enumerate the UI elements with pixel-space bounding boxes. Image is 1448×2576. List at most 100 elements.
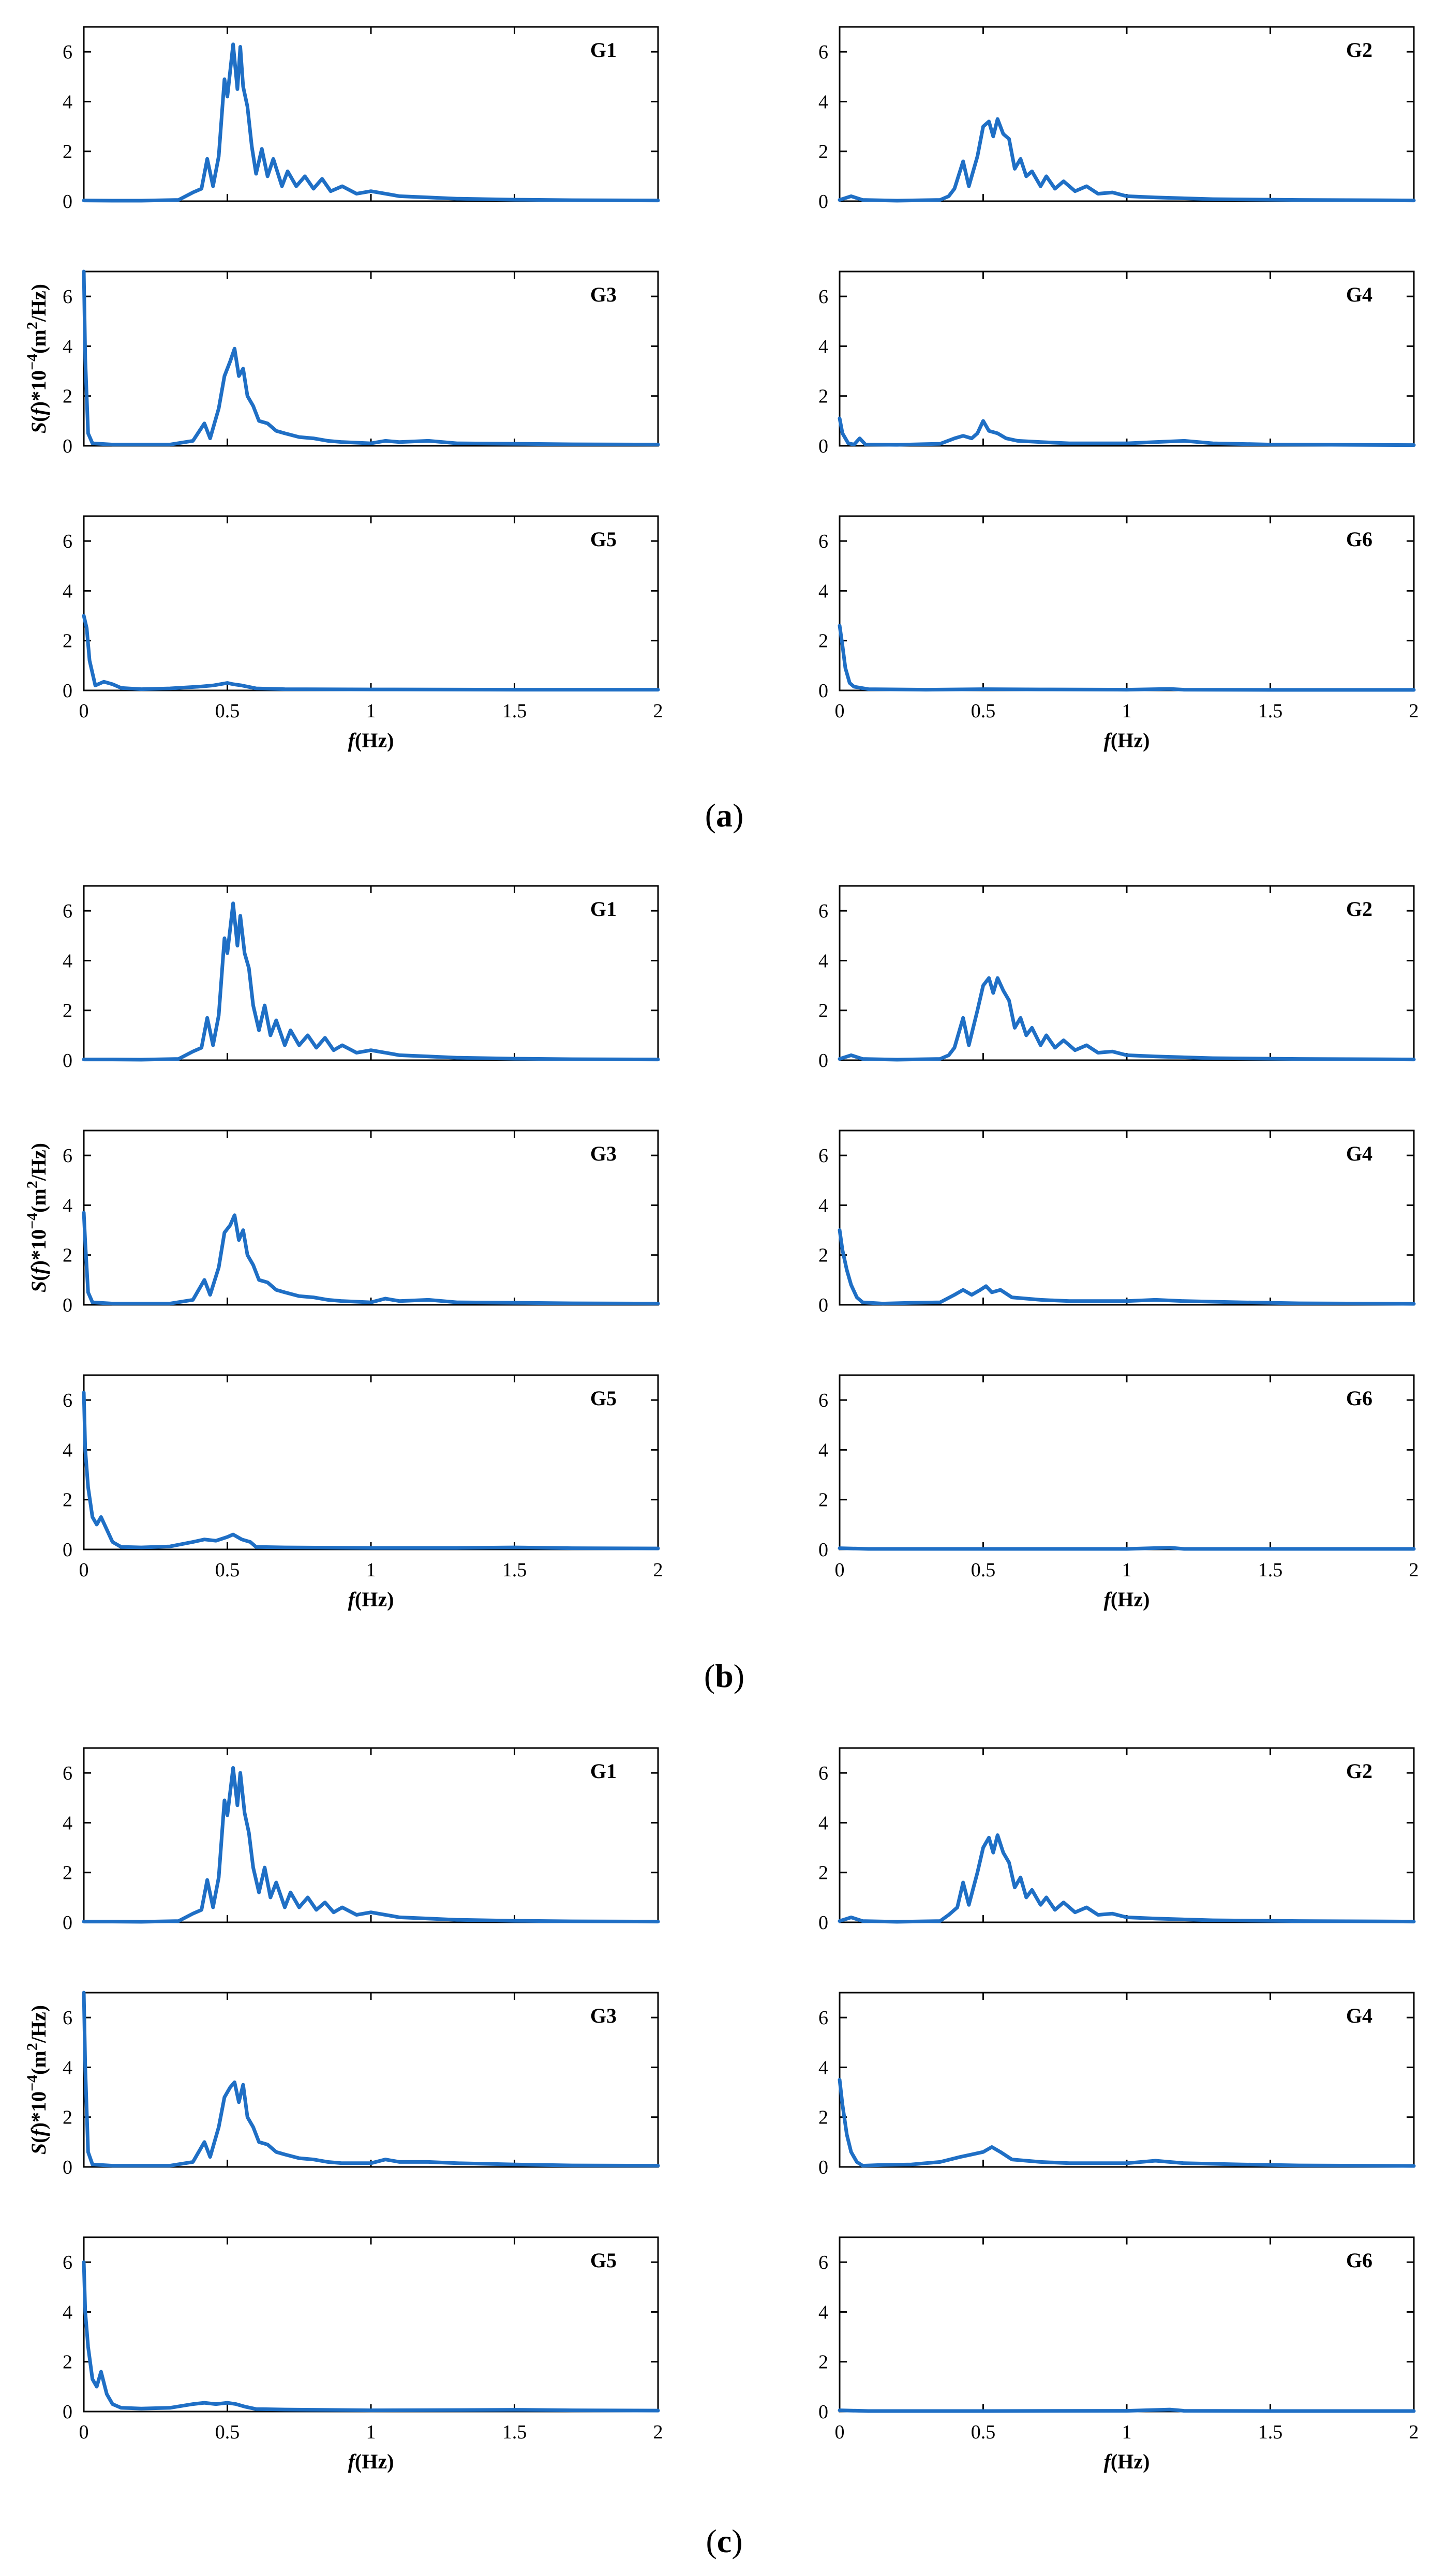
x-tick-label: 0.5: [215, 2421, 240, 2443]
y-tick-label: 6: [63, 1145, 72, 1167]
y-label-exp: −4: [24, 1213, 41, 1229]
y-label-paren: (: [27, 1274, 50, 1281]
axes-box: [839, 270, 1415, 447]
y-tick-label: 4: [818, 336, 828, 357]
y-label-sup: 2: [24, 1181, 41, 1188]
axes-box: [839, 26, 1415, 202]
y-label-mult: *10: [27, 370, 50, 401]
y-tick-label: 4: [818, 580, 828, 602]
y-tick-label: 2: [818, 2107, 828, 2129]
x-label-unit: (Hz): [1111, 729, 1150, 752]
panel-c-g5: 0 2 4 6 0 0.5 1 1.5 2 G5 f(Hz): [63, 2236, 663, 2473]
y-tick-label: 0: [63, 1294, 72, 1316]
y-axis-label: S(f)*10−4(m2/Hz): [24, 2005, 50, 2155]
panel-label: G5: [590, 528, 617, 551]
caption-paren: (: [705, 797, 716, 834]
y-label-paren: ): [27, 1260, 50, 1267]
x-tick-label: 0: [79, 700, 89, 722]
y-label-unit: (m: [27, 2051, 50, 2075]
y-label-exp: −4: [24, 354, 41, 370]
y-label-sup: 2: [24, 2043, 41, 2051]
panel-b-g5: 0 2 4 6 0 0.5 1 1.5 2 G5 f(Hz): [63, 1374, 663, 1611]
x-tick-label: 1.5: [502, 700, 527, 722]
y-tick-label: 2: [818, 1862, 828, 1884]
y-tick-label: 4: [818, 2057, 828, 2078]
y-tick-label: 2: [63, 630, 72, 652]
caption-paren: ): [733, 797, 743, 834]
panel-label: G2: [1346, 897, 1372, 921]
y-tick-label: 4: [63, 2301, 72, 2323]
psd-line-g2: [838, 976, 1416, 1062]
x-tick-label: 0.5: [971, 700, 996, 722]
y-tick-label: 2: [63, 1862, 72, 1884]
x-tick-label: 1: [366, 1559, 376, 1581]
x-axis-label: f(Hz): [348, 729, 394, 752]
y-tick-label: 6: [63, 2252, 72, 2273]
panel-label: G1: [590, 1759, 617, 1783]
y-tick-label: 6: [818, 531, 828, 552]
axes-box: [83, 1747, 659, 1923]
y-tick-label: 6: [818, 2007, 828, 2029]
x-label-unit: (Hz): [1111, 2450, 1150, 2473]
y-label-mult: *10: [27, 2091, 50, 2122]
panel-c-g2: 0 2 4 6 G2: [818, 1747, 1416, 1934]
psd-line-g3: [82, 1211, 660, 1306]
x-tick-label: 0.5: [971, 2421, 996, 2443]
y-tick-label: 6: [63, 900, 72, 922]
panel-b-g1: 0 2 4 6 G1: [63, 885, 660, 1072]
panel-b-g4: 0 2 4 6 G4: [818, 1129, 1416, 1316]
panel-label: G3: [590, 2004, 617, 2027]
x-tick-label: 1: [366, 2421, 376, 2443]
y-tick-label: 2: [818, 1000, 828, 1022]
y-tick-label: 6: [818, 2252, 828, 2273]
x-axis-label: f(Hz): [348, 1588, 394, 1611]
y-tick-label: 4: [818, 2301, 828, 2323]
panel-a-g5: 0 2 4 6 0 0.5 1 1.5 2 G5 f(Hz): [63, 515, 663, 752]
psd-line-g2: [838, 1833, 1416, 1924]
panel-label: G6: [1346, 528, 1372, 551]
y-tick-label: 4: [63, 1812, 72, 1834]
y-tick-label: 6: [818, 41, 828, 63]
x-tick-label: 1.5: [1258, 700, 1283, 722]
x-tick-label: 1: [366, 700, 376, 722]
psd-line-g6: [838, 2407, 1416, 2413]
y-tick-label: 2: [63, 386, 72, 408]
x-label-f: f: [348, 1588, 357, 1611]
y-tick-label: 2: [818, 2352, 828, 2373]
figure-caption-c: (c): [706, 2523, 742, 2559]
panel-label: G6: [1346, 1387, 1372, 1410]
y-label-paren: ): [27, 401, 50, 408]
x-label-f: f: [1104, 729, 1113, 752]
y-tick-label: 0: [63, 1912, 72, 1934]
psd-line-g5: [82, 2260, 660, 2413]
panel-label: G4: [1346, 2004, 1372, 2027]
caption-letter: b: [715, 1658, 734, 1694]
x-tick-label: 1.5: [502, 1559, 527, 1581]
caption-paren: ): [734, 1658, 744, 1694]
x-tick-label: 2: [653, 700, 663, 722]
y-tick-label: 0: [818, 680, 828, 702]
y-tick-label: 0: [818, 1294, 828, 1316]
psd-line-g1: [82, 1766, 660, 1924]
caption-letter: a: [716, 797, 733, 834]
psd-line-g3: [82, 269, 660, 447]
axes-box: [839, 1992, 1415, 2168]
y-tick-label: 6: [818, 1390, 828, 1411]
axes-box: [839, 885, 1415, 1061]
y-tick-label: 2: [818, 630, 828, 652]
y-label-f: f: [27, 406, 50, 415]
y-tick-label: 0: [818, 2157, 828, 2178]
y-tick-label: 2: [63, 1489, 72, 1511]
y-label-s: S: [27, 422, 50, 433]
y-label-unit: (m: [27, 1188, 50, 1213]
psd-line-g4: [838, 416, 1416, 447]
psd-line-g4: [838, 2078, 1416, 2168]
y-tick-label: 0: [818, 435, 828, 457]
x-tick-label: 0.5: [215, 700, 240, 722]
x-label-f: f: [1104, 2450, 1113, 2473]
y-tick-label: 4: [63, 2057, 72, 2078]
y-tick-label: 2: [818, 141, 828, 163]
panel-c-g6: 0 2 4 6 0 0.5 1 1.5 2 G6 f(Hz): [818, 2236, 1419, 2473]
y-tick-label: 0: [63, 435, 72, 457]
